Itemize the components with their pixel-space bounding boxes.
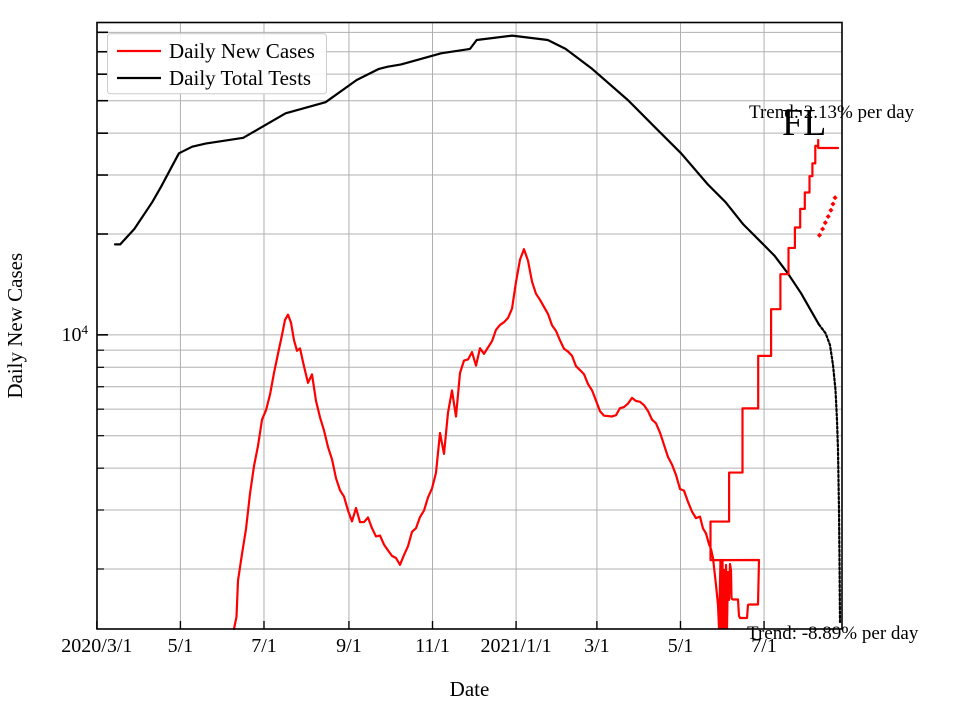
svg-text:104: 104: [62, 322, 89, 347]
svg-text:Trend: 2.13% per day: Trend: 2.13% per day: [749, 102, 914, 123]
svg-text:2020/3/1: 2020/3/1: [61, 635, 132, 657]
svg-text:Daily Total Tests: Daily Total Tests: [169, 66, 311, 90]
svg-text:Daily New Cases: Daily New Cases: [3, 253, 27, 399]
svg-text:3/1: 3/1: [584, 635, 610, 657]
svg-text:Daily New Cases: Daily New Cases: [169, 39, 315, 63]
svg-text:9/1: 9/1: [336, 635, 362, 657]
svg-text:7/1: 7/1: [251, 635, 277, 657]
svg-text:5/1: 5/1: [668, 635, 694, 657]
svg-text:11/1: 11/1: [415, 635, 450, 657]
svg-text:Date: Date: [450, 677, 490, 701]
svg-text:5/1: 5/1: [168, 635, 194, 657]
svg-text:2021/1/1: 2021/1/1: [481, 635, 552, 657]
svg-text:FL: FL: [782, 102, 826, 144]
svg-text:Trend: -8.89% per day: Trend: -8.89% per day: [747, 623, 919, 644]
